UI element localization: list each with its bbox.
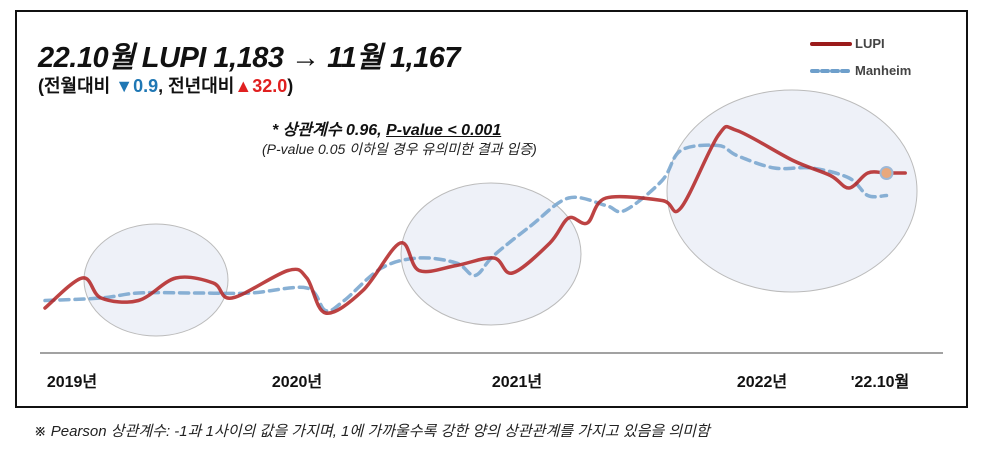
subtitle-mid: , 전년대비 bbox=[158, 76, 235, 96]
chart-title: 22.10월 LUPI 1,183 → 11월 1,167 bbox=[38, 42, 461, 74]
legend-label-lupi: LUPI bbox=[855, 36, 885, 51]
legend: LUPI Manheim bbox=[810, 30, 911, 84]
mom-change-value: 0.9 bbox=[133, 76, 159, 96]
highlight-ellipse-2022 bbox=[666, 89, 918, 293]
correlation-note: * 상관계수 0.96, P-value < 0.001 bbox=[272, 116, 501, 140]
significance-note: (P-value 0.05 이하일 경우 유의미한 결과 입증) bbox=[262, 141, 537, 157]
x-tick-label: '22.10월 bbox=[850, 374, 910, 391]
chart-subtitle: (전월대비 ▼0.9, 전년대비▲32.0) bbox=[38, 72, 293, 98]
subtitle-open: (전월대비 bbox=[38, 76, 116, 96]
pvalue-text: P-value < 0.001 bbox=[386, 122, 502, 139]
x-tick-label: 2021년 bbox=[491, 374, 543, 391]
series-line-lupi bbox=[43, 124, 907, 315]
yoy-change-value: 32.0 bbox=[252, 76, 288, 96]
highlight-ellipse-2021 bbox=[400, 182, 582, 326]
x-tick-label: 2020년 bbox=[271, 374, 323, 391]
highlight-ellipse-2019 bbox=[83, 223, 229, 337]
subtitle-close: ) bbox=[287, 76, 294, 96]
solid-line-icon bbox=[810, 41, 852, 46]
legend-item-lupi: LUPI bbox=[810, 30, 911, 57]
correlation-text: * 상관계수 0.96, bbox=[272, 122, 387, 139]
dashed-line-icon bbox=[810, 68, 852, 73]
up-triangle-icon: ▲ bbox=[234, 76, 253, 96]
chart-frame bbox=[15, 10, 968, 408]
legend-label-manheim: Manheim bbox=[855, 63, 912, 78]
legend-item-manheim: Manheim bbox=[810, 57, 911, 84]
x-tick-label: 2022년 bbox=[736, 374, 788, 391]
footnote: ※ Pearson 상관계수: -1과 1사이의 값을 가지며, 1에 가까울수… bbox=[34, 423, 710, 440]
x-tick-label: 2019년 bbox=[46, 374, 98, 391]
highlight-point-marker bbox=[879, 166, 894, 180]
series-line-manheim bbox=[43, 143, 889, 313]
down-triangle-icon: ▼ bbox=[115, 76, 134, 96]
